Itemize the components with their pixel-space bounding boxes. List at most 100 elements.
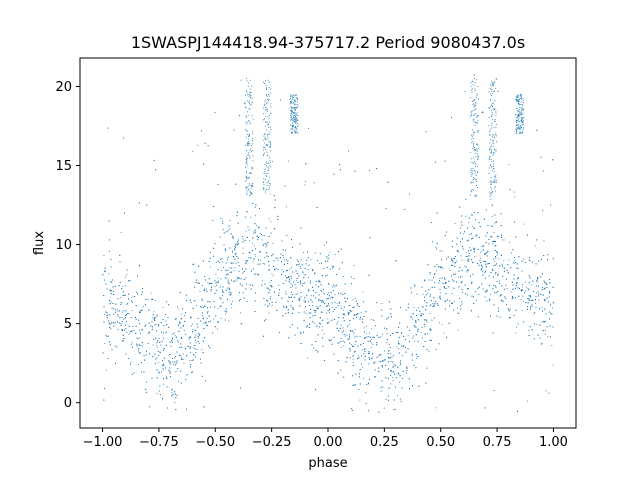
data-point: [468, 253, 470, 254]
data-point: [300, 332, 302, 334]
data-point: [157, 361, 159, 363]
data-point: [461, 301, 463, 303]
data-point: [169, 341, 171, 343]
data-point: [295, 264, 297, 266]
data-point: [120, 304, 122, 306]
data-point: [361, 363, 363, 365]
data-point: [388, 350, 389, 352]
data-point: [528, 329, 530, 331]
data-point: [488, 263, 490, 264]
data-point: [512, 297, 514, 299]
data-point: [135, 318, 137, 320]
data-point: [493, 223, 495, 225]
data-point: [552, 258, 554, 260]
data-point: [376, 356, 378, 358]
data-point: [319, 305, 321, 307]
data-point: [343, 376, 345, 378]
data-point: [268, 269, 270, 271]
data-point: [425, 333, 426, 335]
data-point: [104, 314, 105, 316]
data-point: [238, 262, 240, 264]
data-point: [242, 247, 244, 249]
data-point: [402, 378, 403, 379]
data-point: [225, 269, 227, 271]
data-point: [158, 355, 159, 356]
data-point: [328, 283, 330, 285]
data-point: [179, 354, 180, 356]
data-point: [188, 337, 190, 339]
data-point: [408, 378, 410, 380]
data-point: [287, 309, 289, 311]
data-point: [430, 300, 432, 302]
data-point: [496, 251, 497, 253]
data-point: [411, 292, 412, 294]
data-point: [227, 230, 229, 232]
data-point: [122, 285, 124, 287]
data-point: [530, 308, 531, 310]
data-point: [258, 274, 260, 276]
data-point: [548, 311, 550, 313]
data-point: [354, 170, 356, 172]
data-point: [301, 285, 303, 287]
data-point: [206, 290, 208, 292]
data-point: [128, 280, 129, 282]
data-point: [346, 334, 348, 336]
data-point: [368, 351, 370, 353]
data-point: [125, 276, 126, 278]
data-point: [162, 363, 164, 365]
data-point: [138, 350, 139, 352]
data-point: [225, 262, 227, 264]
data-point: [207, 301, 209, 303]
data-point: [288, 296, 290, 298]
data-point: [390, 383, 392, 385]
data-point: [472, 262, 473, 264]
data-point: [115, 311, 117, 313]
data-point: [333, 284, 335, 286]
data-point: [295, 287, 297, 289]
data-point: [267, 300, 269, 302]
data-point: [375, 376, 377, 378]
data-point: [439, 295, 441, 297]
data-point: [453, 258, 455, 260]
data-point: [534, 299, 536, 301]
data-point: [315, 310, 317, 311]
data-point: [393, 399, 395, 401]
data-point: [536, 239, 538, 241]
data-point: [380, 387, 382, 389]
data-point: [222, 228, 224, 230]
data-point: [220, 298, 222, 300]
data-point: [312, 315, 314, 317]
data-point: [520, 299, 522, 301]
data-point: [225, 231, 227, 233]
data-point: [484, 261, 486, 262]
data-point: [131, 342, 133, 344]
data-point: [259, 208, 260, 209]
data-point: [360, 311, 362, 313]
data-point: [302, 251, 304, 253]
data-point: [250, 288, 252, 290]
data-point: [230, 292, 232, 294]
data-point: [133, 372, 135, 374]
data-point: [428, 350, 430, 352]
data-point: [528, 335, 530, 336]
data-point: [495, 272, 497, 273]
data-point: [252, 242, 254, 244]
data-point: [227, 259, 228, 261]
data-point: [143, 306, 144, 308]
data-point: [527, 288, 529, 289]
data-point: [545, 330, 546, 331]
data-point: [359, 306, 361, 307]
data-point: [328, 292, 329, 294]
data-point: [540, 294, 542, 295]
data-point: [426, 367, 428, 369]
data-point: [544, 308, 546, 310]
data-point: [457, 307, 458, 309]
data-point: [169, 354, 171, 355]
data-point: [394, 373, 395, 375]
data-point: [179, 321, 181, 323]
data-point: [267, 305, 269, 307]
data-point: [285, 307, 287, 308]
data-point: [262, 245, 264, 246]
data-point: [175, 318, 177, 320]
data-point: [334, 302, 336, 304]
